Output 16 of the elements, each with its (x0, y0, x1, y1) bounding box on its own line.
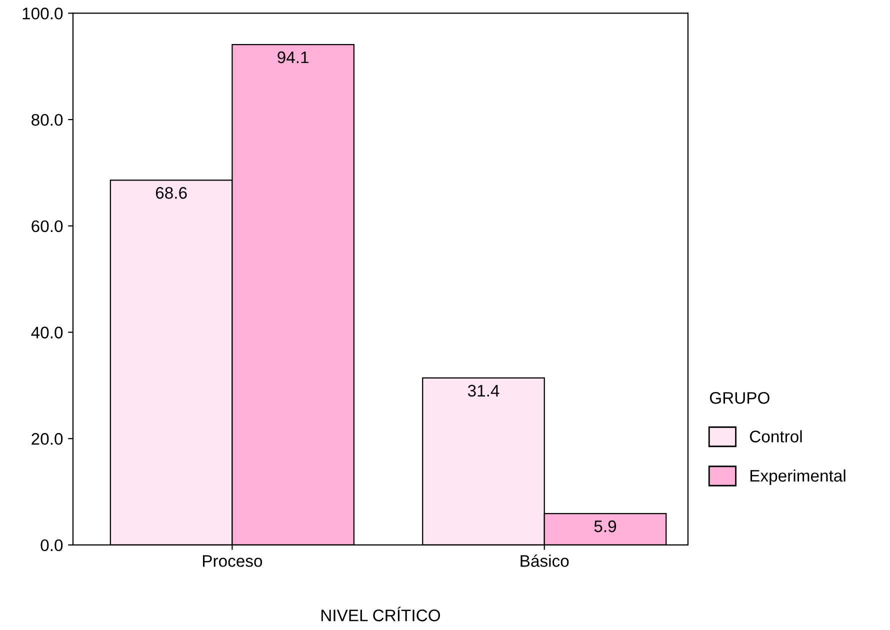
data-label: 31.4 (468, 384, 500, 397)
x-axis-title: NIVEL CRÍTICO (322, 606, 440, 622)
y-tick-label: 80.0 (32, 114, 63, 126)
y-tick-label: 60.0 (32, 220, 63, 232)
x-tick-label: Básico (520, 554, 569, 567)
legend-label: Control (750, 430, 802, 442)
y-tick-label: 0.0 (40, 539, 63, 552)
legend-title: GRUPO (710, 392, 770, 404)
legend-label: Experimental (750, 469, 846, 485)
data-label: 94.1 (278, 51, 308, 64)
data-label: 68.6 (156, 187, 187, 199)
data-label: 5.9 (594, 520, 616, 532)
x-tick-label: Proceso (202, 555, 262, 567)
y-tick-label: 20.0 (32, 433, 63, 445)
y-tick-label: 100.0 (22, 8, 63, 20)
y-tick-label: 40.0 (31, 326, 63, 338)
